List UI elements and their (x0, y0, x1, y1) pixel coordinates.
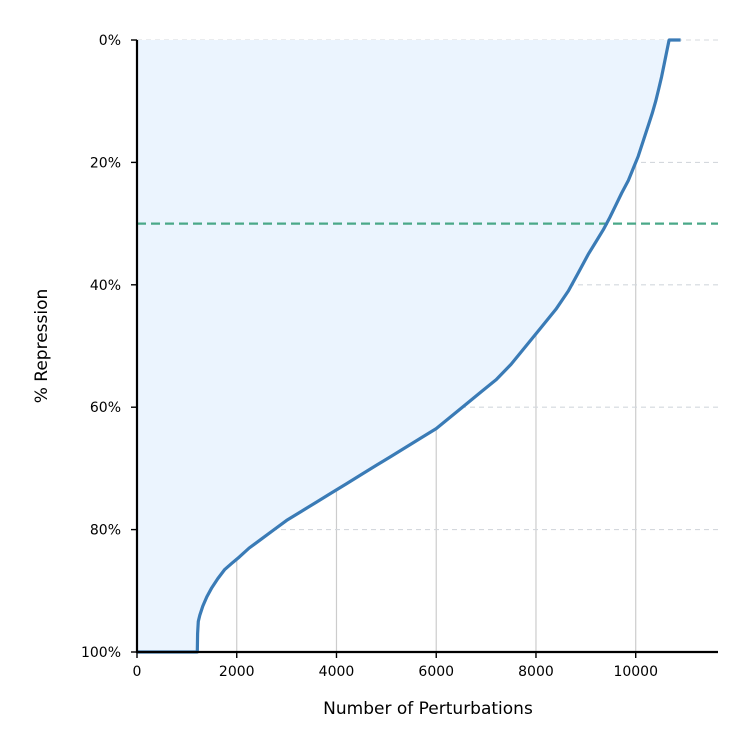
x-tick-label: 6000 (418, 664, 454, 680)
y-tick-label: 80% (90, 523, 121, 539)
y-tick-label: 100% (81, 645, 121, 661)
y-tick-label: 60% (90, 400, 121, 416)
x-tick-label: 4000 (319, 664, 355, 680)
y-axis-ticks: 0% 20% 40% 60% 80% 100% (81, 33, 137, 661)
x-tick-label: 8000 (518, 664, 554, 680)
repression-area-fill (137, 40, 681, 652)
x-axis-ticks: 0 2000 4000 6000 8000 10000 (133, 652, 658, 680)
axes-layer (135, 40, 718, 654)
x-tick-label: 2000 (219, 664, 255, 680)
y-tick-label: 40% (90, 278, 121, 294)
y-tick-label: 20% (90, 155, 121, 171)
x-tick-label: 0 (133, 664, 142, 680)
y-axis-title: % Repression (32, 289, 52, 404)
repression-curve-line (137, 38, 681, 654)
x-axis-title: Number of Perturbations (323, 699, 533, 719)
y-tick-label: 0% (99, 33, 121, 49)
x-tick-label: 10000 (613, 664, 658, 680)
